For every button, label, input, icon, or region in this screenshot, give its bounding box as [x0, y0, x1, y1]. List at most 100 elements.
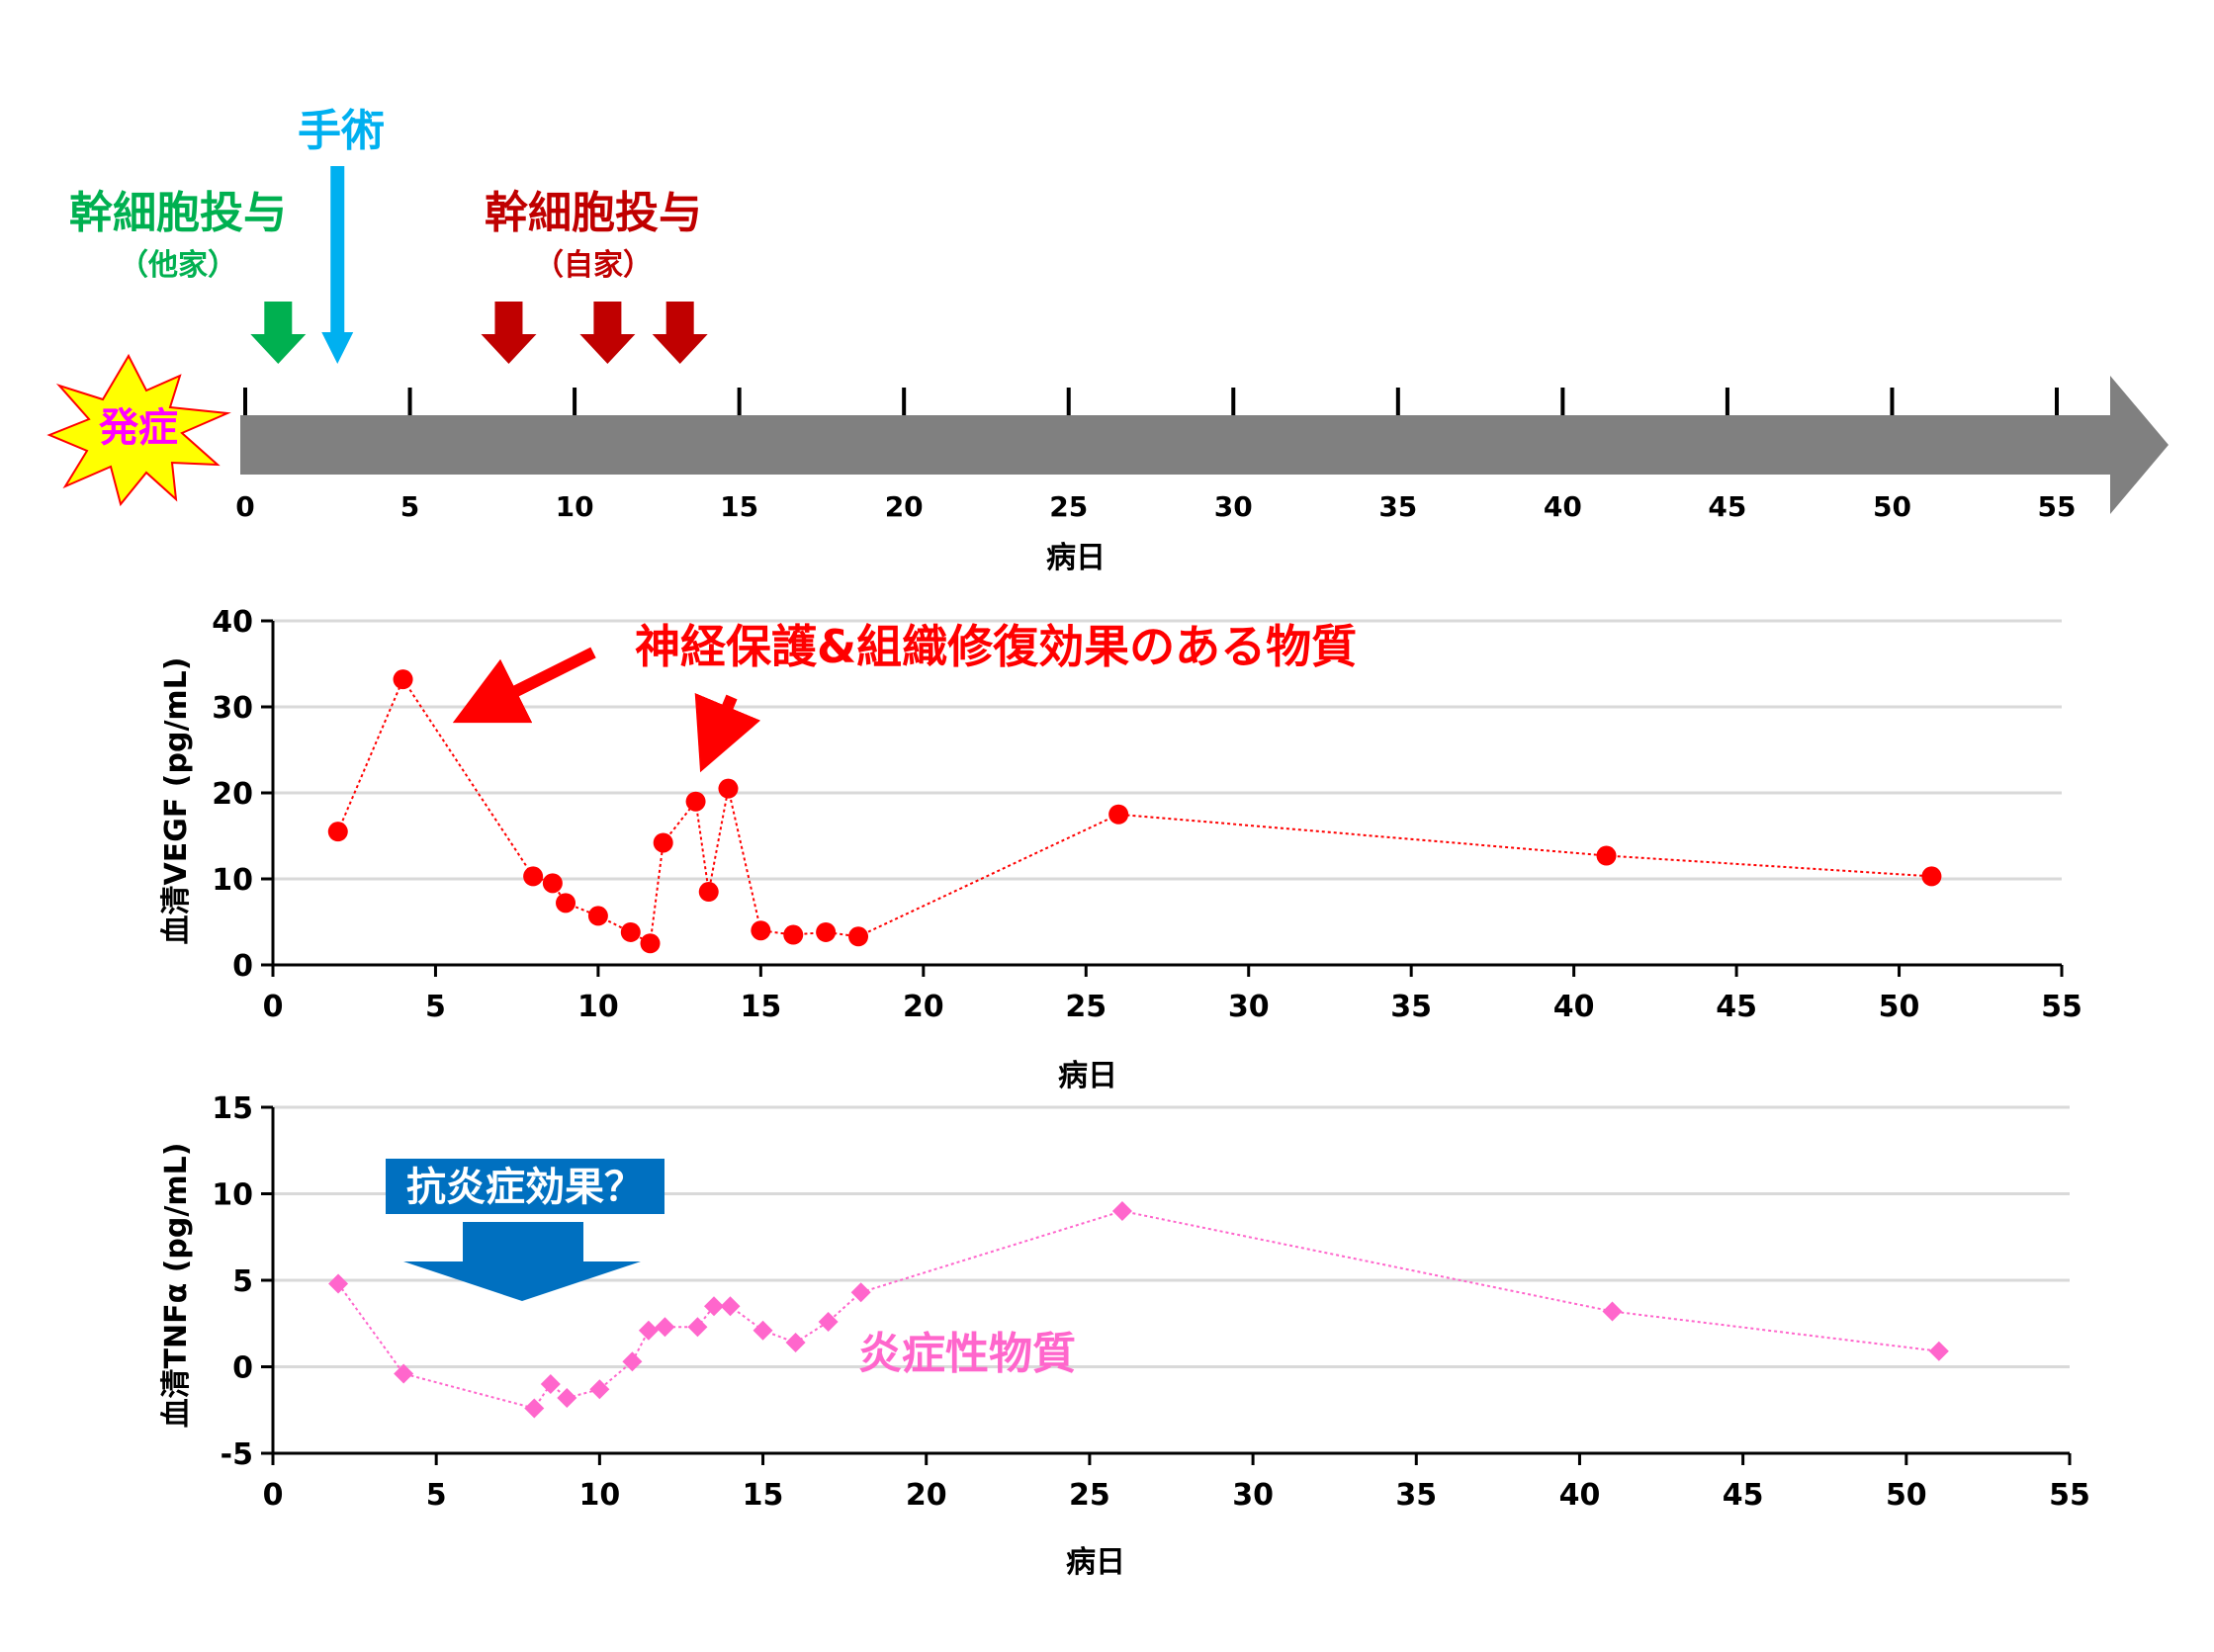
tnf-x-tick-label: 10: [578, 1478, 620, 1513]
tnf-data-point: [655, 1317, 675, 1338]
down-arrow-icon: [403, 1222, 641, 1301]
vegf-y-axis-label: 血清VEGF (pg/mL): [159, 657, 194, 945]
vegf-x-tick-label: 0: [263, 990, 284, 1024]
tnf-series-label: 炎症性物質: [858, 1329, 1076, 1379]
vegf-y-tick-label: 30: [212, 691, 253, 726]
timeline-tick-label: 30: [1214, 490, 1253, 523]
vegf-data-point: [718, 778, 739, 799]
tnf-data-point: [785, 1333, 806, 1352]
surgery-arrow-icon: [330, 166, 345, 334]
timeline-tick-label: 20: [885, 490, 924, 523]
tnf-y-tick-label: 5: [232, 1264, 253, 1299]
tnf-x-tick-label: 30: [1232, 1478, 1274, 1513]
tnf-x-tick-label: 5: [426, 1478, 447, 1513]
vegf-x-tick-label: 20: [903, 990, 944, 1024]
tnf-data-point: [720, 1296, 741, 1317]
tnf-chart: -5 0 5 10 15 0 5 10 15 20 25 30 35 40 45 50 55 血清TNFα (p…: [159, 1091, 2090, 1580]
event-arrows: [250, 166, 708, 364]
down-arrow-icon: [250, 302, 307, 364]
tnf-y-tick-label: -5: [221, 1437, 253, 1472]
tnf-x-tick-label: 50: [1886, 1478, 1927, 1513]
tnf-y-axis-label: 血清TNFα (pg/mL): [159, 1143, 194, 1429]
down-arrow-icon: [652, 302, 708, 364]
allo-stem-cell-label: 幹細胞投与: [69, 188, 287, 238]
vegf-x-tick-label: 5: [425, 990, 446, 1024]
vegf-x-tick-label: 55: [2041, 990, 2082, 1024]
auto-stem-cell-sublabel: （自家）: [534, 248, 653, 283]
vegf-x-tick-label: 45: [1716, 990, 1757, 1024]
tnf-x-tick-label: 20: [906, 1478, 947, 1513]
vegf-data-point: [542, 873, 563, 894]
tnf-data-point: [687, 1317, 708, 1338]
tnf-data-point: [850, 1282, 871, 1303]
timeline-bar: [240, 376, 2169, 514]
tnf-series: [328, 1201, 1949, 1419]
tnf-data-point: [638, 1320, 659, 1341]
vegf-note: 神経保護&組織修復効果のある物質: [635, 620, 1357, 673]
timeline-tick-label: 0: [235, 490, 254, 523]
timeline-ticks: [243, 388, 2059, 415]
vegf-data-point: [587, 906, 608, 926]
vegf-y-tick-label: 10: [212, 863, 253, 898]
vegf-x-axis-label: 病日: [1058, 1059, 1117, 1093]
onset-label: 発症: [99, 405, 178, 451]
tnf-x-axis-label: 病日: [1066, 1545, 1125, 1580]
vegf-data-point: [751, 920, 771, 941]
vegf-data-point: [556, 893, 576, 913]
timeline: 0 5 10 15 20 25 30 35 40 45 50 55 病日 発症 幹細胞投与 （他家） …: [46, 106, 2169, 575]
vegf-data-point: [1108, 804, 1129, 825]
vegf-x-tick-label: 10: [577, 990, 619, 1024]
timeline-axis-label: 病日: [1046, 541, 1106, 575]
down-arrow-icon: [481, 302, 537, 364]
tnf-data-point: [540, 1374, 561, 1394]
tnf-data-point: [394, 1363, 414, 1384]
vegf-data-point: [848, 926, 869, 947]
vegf-data-point: [783, 924, 804, 945]
vegf-x-tick-label: 30: [1228, 990, 1270, 1024]
onset-burst: 発症: [46, 353, 231, 507]
tnf-axes: -5 0 5 10 15 0 5 10 15 20 25 30 35 40 45 50 55: [212, 1091, 2090, 1513]
vegf-series-line: [336, 677, 1932, 945]
surgery-arrowhead-icon: [321, 332, 354, 364]
vegf-x-tick-label: 25: [1065, 990, 1107, 1024]
timeline-tick-label: 10: [556, 490, 594, 523]
vegf-x-tick-label: 40: [1553, 990, 1595, 1024]
tnf-data-point: [524, 1398, 545, 1419]
vegf-x-tick-label: 15: [740, 990, 781, 1024]
vegf-y-tick-label: 40: [212, 605, 253, 640]
tnf-y-tick-label: 0: [232, 1351, 253, 1386]
vegf-y-tick-label: 0: [232, 949, 253, 984]
timeline-tick-label: 5: [400, 490, 419, 523]
tnf-x-tick-label: 45: [1723, 1478, 1764, 1513]
timeline-tick-labels: 0 5 10 15 20 25 30 35 40 45 50 55: [235, 490, 2076, 523]
vegf-x-tick-label: 50: [1879, 990, 1920, 1024]
burst-icon: [46, 353, 231, 507]
vegf-data-point: [653, 832, 673, 853]
vegf-data-point: [327, 822, 348, 842]
timeline-tick-label: 55: [2038, 490, 2077, 523]
vegf-data-point: [698, 882, 719, 903]
tnf-x-tick-label: 55: [2049, 1478, 2090, 1513]
vegf-series: [327, 669, 1942, 954]
vegf-data-point: [816, 921, 837, 942]
tnf-x-tick-label: 40: [1559, 1478, 1601, 1513]
tnf-data-point: [589, 1379, 610, 1400]
vegf-data-point: [685, 791, 706, 812]
tnf-data-point: [753, 1320, 773, 1341]
timeline-tick-label: 50: [1873, 490, 1911, 523]
tnf-data-point: [1602, 1301, 1623, 1322]
vegf-data-point: [393, 669, 413, 690]
tnf-y-tick-label: 10: [212, 1178, 253, 1213]
allo-stem-cell-sublabel: （他家）: [119, 248, 237, 283]
timeline-tick-label: 45: [1708, 490, 1746, 523]
vegf-data-point: [1921, 866, 1942, 887]
tnf-y-tick-label: 15: [212, 1091, 253, 1126]
timeline-tick-label: 35: [1378, 490, 1417, 523]
tnf-x-tick-label: 15: [743, 1478, 784, 1513]
vegf-note-arrow-1: [452, 647, 596, 724]
tnf-data-point: [1928, 1341, 1949, 1361]
tnf-data-point: [557, 1388, 577, 1408]
tnf-data-point: [1111, 1201, 1132, 1221]
vegf-note-arrow-2: [694, 692, 761, 773]
